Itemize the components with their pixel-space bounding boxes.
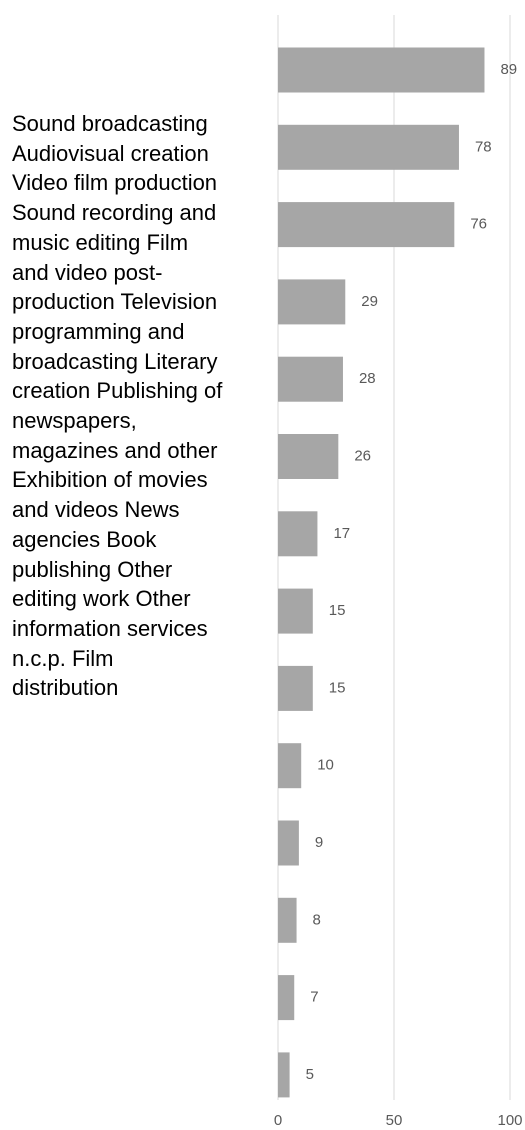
category-label: Film distribution bbox=[12, 645, 119, 701]
bar bbox=[278, 356, 343, 402]
bar bbox=[278, 202, 455, 248]
data-label: 76 bbox=[470, 216, 487, 233]
bar bbox=[278, 897, 297, 943]
x-tick-label: 50 bbox=[386, 1112, 403, 1129]
category-label: Other information services n.c.p. bbox=[12, 586, 208, 671]
category-label: Audiovisual creation bbox=[12, 140, 209, 166]
category-label: Television programming and broadcasting bbox=[12, 289, 218, 374]
bar bbox=[278, 665, 313, 711]
data-label: 10 bbox=[317, 757, 334, 774]
category-label: Video film production bbox=[12, 170, 218, 196]
data-label: 9 bbox=[315, 834, 323, 851]
category-label: News agencies bbox=[12, 497, 180, 552]
category-label: Literary creation bbox=[12, 348, 218, 404]
category-labels: Sound broadcasting Audiovisual creation … bbox=[12, 109, 224, 703]
x-tick-label: 0 bbox=[274, 1112, 282, 1129]
data-label: 78 bbox=[475, 138, 492, 155]
bar bbox=[278, 1052, 290, 1098]
category-label: Sound recording and music editing bbox=[12, 200, 217, 255]
category-label: Sound broadcasting bbox=[12, 111, 208, 136]
bar bbox=[278, 124, 459, 170]
bar bbox=[278, 279, 346, 325]
data-label: 5 bbox=[306, 1066, 314, 1083]
category-label: Publishing of newspapers, magazines and … bbox=[12, 378, 223, 463]
data-label: 29 bbox=[361, 293, 378, 310]
data-label: 26 bbox=[354, 447, 371, 464]
bar bbox=[278, 434, 339, 479]
x-tick-label: 100 bbox=[497, 1112, 522, 1129]
bar bbox=[278, 47, 485, 93]
data-label: 89 bbox=[500, 61, 517, 78]
data-label: 15 bbox=[329, 679, 346, 696]
data-label: 15 bbox=[329, 602, 346, 619]
category-label: Book publishing bbox=[12, 526, 157, 582]
bar bbox=[278, 588, 313, 634]
data-label: 17 bbox=[333, 525, 350, 542]
category-label: Film and video post-production bbox=[12, 229, 189, 315]
data-label: 7 bbox=[310, 989, 318, 1006]
category-label: Exhibition of movies and videos bbox=[12, 467, 208, 523]
category-label: Other editing work bbox=[12, 556, 173, 612]
data-label: 8 bbox=[313, 911, 321, 928]
bar bbox=[278, 743, 302, 789]
data-label: 28 bbox=[359, 370, 376, 387]
bar bbox=[278, 975, 295, 1021]
bar bbox=[278, 511, 318, 557]
bar bbox=[278, 820, 299, 866]
